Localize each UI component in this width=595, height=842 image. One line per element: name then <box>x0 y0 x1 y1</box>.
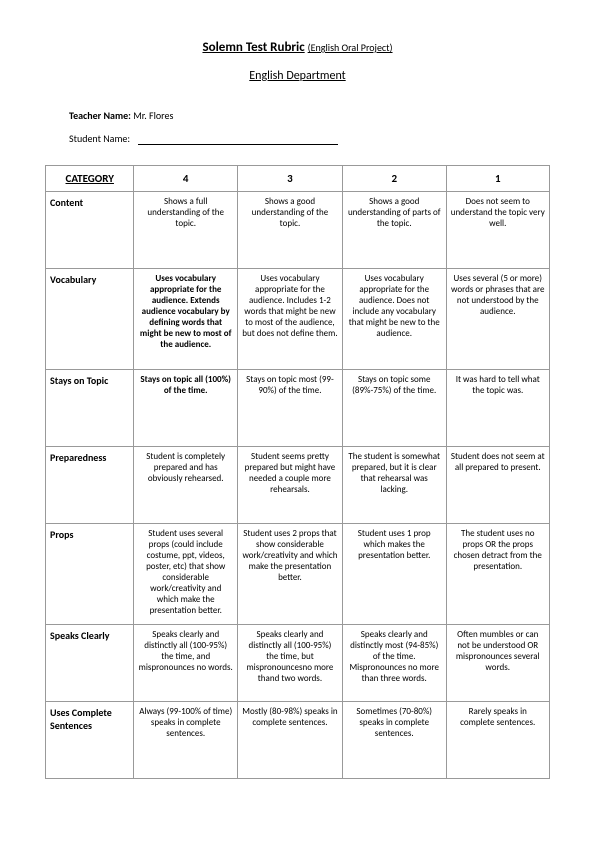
teacher-name: Mr. Flores <box>133 109 173 122</box>
table-row: Uses Complete SentencesAlways (99-100% o… <box>46 702 550 779</box>
rubric-cell: Does not seem to understand the topic ve… <box>446 192 550 269</box>
rubric-cell: Speaks clearly and distinctly most (94-8… <box>342 625 446 702</box>
student-name-field[interactable] <box>138 132 338 145</box>
rubric-cell: Always (99-100% of time) speaks in compl… <box>134 702 237 779</box>
rubric-cell: It was hard to tell what the topic was. <box>446 370 550 447</box>
header-score-1: 1 <box>446 166 550 192</box>
rubric-table: CATEGORY 4 3 2 1 ContentShows a full und… <box>45 165 550 779</box>
rubric-cell: Shows a good understanding of parts of t… <box>342 192 446 269</box>
student-line: Student Name: <box>69 132 550 145</box>
rubric-cell: Stays on topic some (89%-75%) of the tim… <box>342 370 446 447</box>
table-row: PropsStudent uses several props (could i… <box>46 524 550 625</box>
category-cell: Uses Complete Sentences <box>46 702 134 779</box>
rubric-cell: Uses vocabulary appropriate for the audi… <box>342 269 446 370</box>
rubric-cell: Uses several (5 or more) words or phrase… <box>446 269 550 370</box>
rubric-cell: Stays on topic all (100%) of the time. <box>134 370 237 447</box>
rubric-cell: Shows a good understanding of the topic. <box>237 192 342 269</box>
rubric-cell: Student is completely prepared and has o… <box>134 447 237 524</box>
category-cell: Content <box>46 192 134 269</box>
rubric-cell: Often mumbles or can not be understood O… <box>446 625 550 702</box>
header-score-4: 4 <box>134 166 237 192</box>
category-cell: Stays on Topic <box>46 370 134 447</box>
header-score-2: 2 <box>342 166 446 192</box>
rubric-cell: Shows a full understanding of the topic. <box>134 192 237 269</box>
department-heading: English Department <box>45 69 550 83</box>
rubric-cell: Speaks clearly and distinctly all (100-9… <box>134 625 237 702</box>
category-cell: Speaks Clearly <box>46 625 134 702</box>
category-cell: Props <box>46 524 134 625</box>
teacher-label: Teacher Name: <box>69 109 131 122</box>
rubric-cell: Stays on topic most (99-90%) of the time… <box>237 370 342 447</box>
rubric-cell: Student seems pretty prepared but might … <box>237 447 342 524</box>
table-row: Speaks ClearlySpeaks clearly and distinc… <box>46 625 550 702</box>
teacher-line: Teacher Name: Mr. Flores <box>69 109 550 122</box>
document-title: Solemn Test Rubric (English Oral Project… <box>45 40 550 55</box>
rubric-cell: Mostly (80-98%) speaks in complete sente… <box>237 702 342 779</box>
category-cell: Vocabulary <box>46 269 134 370</box>
rubric-cell: Sometimes (70-80%) speaks in complete se… <box>342 702 446 779</box>
rubric-cell: Student uses 2 props that show considera… <box>237 524 342 625</box>
rubric-cell: The student is somewhat prepared, but it… <box>342 447 446 524</box>
title-subtitle: (English Oral Project) <box>308 41 393 54</box>
rubric-cell: The student uses no props OR the props c… <box>446 524 550 625</box>
rubric-cell: Rarely speaks in complete sentences. <box>446 702 550 779</box>
table-row: ContentShows a full understanding of the… <box>46 192 550 269</box>
table-row: PreparednessStudent is completely prepar… <box>46 447 550 524</box>
table-row: Stays on TopicStays on topic all (100%) … <box>46 370 550 447</box>
rubric-cell: Uses vocabulary appropriate for the audi… <box>134 269 237 370</box>
header-score-3: 3 <box>237 166 342 192</box>
table-header-row: CATEGORY 4 3 2 1 <box>46 166 550 192</box>
rubric-cell: Student uses several props (could includ… <box>134 524 237 625</box>
rubric-cell: Speaks clearly and distinctly all (100-9… <box>237 625 342 702</box>
table-row: VocabularyUses vocabulary appropriate fo… <box>46 269 550 370</box>
header-category: CATEGORY <box>46 166 134 192</box>
rubric-cell: Uses vocabulary appropriate for the audi… <box>237 269 342 370</box>
rubric-cell: Student uses 1 prop which makes the pres… <box>342 524 446 625</box>
rubric-cell: Student does not seem at all prepared to… <box>446 447 550 524</box>
category-cell: Preparedness <box>46 447 134 524</box>
title-main: Solemn Test Rubric <box>202 40 304 55</box>
student-label: Student Name: <box>69 132 130 145</box>
page-container: Solemn Test Rubric (English Oral Project… <box>0 0 595 842</box>
